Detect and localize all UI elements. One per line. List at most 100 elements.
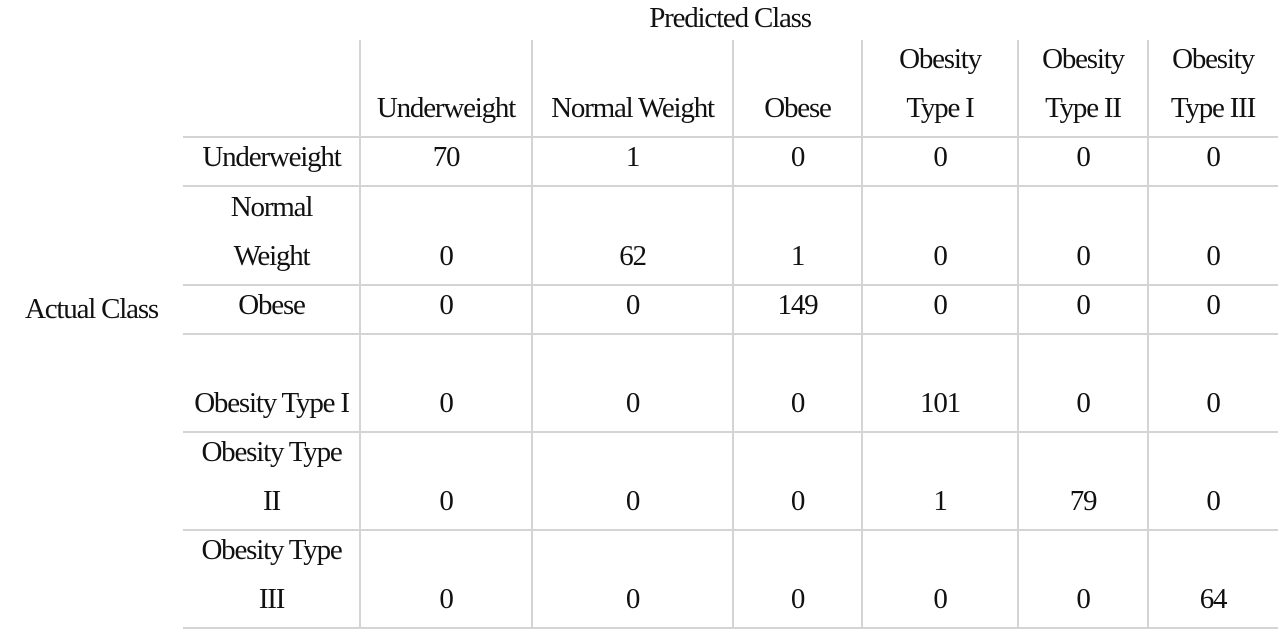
- grid-line-horizontal: [183, 333, 1278, 335]
- matrix-value: 0: [625, 583, 641, 615]
- matrix-value-cell: 0: [360, 334, 532, 432]
- row-header: Underweight: [202, 141, 341, 173]
- row-header-cell: Obese: [183, 285, 360, 334]
- column-header: Obesity Type III: [1170, 43, 1256, 124]
- grid-line-horizontal: [183, 431, 1278, 433]
- grid-line-horizontal: [183, 529, 1278, 531]
- matrix-value: 0: [1206, 289, 1221, 321]
- matrix-value: 0: [1206, 485, 1221, 517]
- matrix-value-cell: 0: [1018, 530, 1148, 628]
- matrix-value-cell: 0: [733, 432, 862, 530]
- column-header-cell: Obesity Type I: [862, 40, 1018, 137]
- row-header: Obesity Type III: [201, 534, 342, 615]
- matrix-value: 70: [432, 141, 461, 173]
- matrix-value: 0: [439, 583, 454, 615]
- matrix-value-cell: 0: [1018, 137, 1148, 186]
- matrix-value-cell: 0: [532, 285, 733, 334]
- matrix-value: 0: [1076, 240, 1091, 272]
- matrix-value-cell: 0: [360, 530, 532, 628]
- actual-class-label: Actual Class: [25, 293, 159, 325]
- matrix-value-cell: 1: [862, 432, 1018, 530]
- column-header: Obese: [764, 92, 832, 124]
- matrix-value: 0: [625, 387, 641, 419]
- matrix-value-cell: 0: [360, 186, 532, 285]
- matrix-value: 0: [1206, 240, 1221, 272]
- matrix-value: 1: [625, 141, 641, 173]
- matrix-value-cell: 0: [532, 530, 733, 628]
- matrix-value-cell: 0: [862, 186, 1018, 285]
- matrix-value-cell: 0: [733, 334, 862, 432]
- column-header-cell: Obesity Type II: [1018, 40, 1148, 137]
- matrix-value-cell: 0: [360, 285, 532, 334]
- matrix-value-cell: 1: [733, 186, 862, 285]
- matrix-value: 0: [790, 485, 806, 517]
- matrix-value: 0: [1206, 387, 1221, 419]
- matrix-value: 0: [439, 289, 454, 321]
- matrix-value: 0: [1076, 289, 1091, 321]
- matrix-value: 0: [933, 141, 948, 173]
- matrix-value: 149: [777, 289, 819, 321]
- matrix-value-cell: 0: [862, 285, 1018, 334]
- matrix-value-cell: 0: [360, 432, 532, 530]
- matrix-value-cell: 101: [862, 334, 1018, 432]
- matrix-value: 64: [1199, 583, 1228, 615]
- matrix-value: 0: [790, 387, 806, 419]
- row-header-cell: Obesity Type I: [183, 334, 360, 432]
- matrix-value: 0: [790, 583, 806, 615]
- matrix-value: 0: [933, 289, 948, 321]
- matrix-value-cell: 0: [1018, 285, 1148, 334]
- grid-line-horizontal: [183, 284, 1278, 286]
- column-header: Normal Weight: [551, 92, 715, 124]
- column-header-cell: Obesity Type III: [1148, 40, 1278, 137]
- matrix-value: 1: [790, 240, 806, 272]
- grid-line-horizontal: [183, 185, 1278, 187]
- matrix-value-cell: 70: [360, 137, 532, 186]
- matrix-value: 101: [920, 387, 961, 419]
- matrix-value: 0: [790, 141, 806, 173]
- matrix-value-cell: 0: [733, 137, 862, 186]
- matrix-value-cell: 0: [862, 137, 1018, 186]
- matrix-value: 0: [1076, 583, 1091, 615]
- matrix-value-cell: 0: [1148, 186, 1278, 285]
- matrix-value-cell: 0: [862, 530, 1018, 628]
- matrix-value: 0: [439, 387, 454, 419]
- matrix-value: 0: [439, 485, 454, 517]
- matrix-value: 0: [933, 240, 948, 272]
- matrix-value-cell: 79: [1018, 432, 1148, 530]
- matrix-value-cell: 0: [1148, 432, 1278, 530]
- matrix-value-cell: 0: [1018, 334, 1148, 432]
- matrix-value: 79: [1069, 485, 1098, 517]
- predicted-class-label: Predicted Class: [649, 2, 812, 34]
- matrix-value-cell: 64: [1148, 530, 1278, 628]
- matrix-value: 0: [1206, 141, 1221, 173]
- matrix-value: 0: [625, 485, 641, 517]
- matrix-value: 0: [933, 583, 948, 615]
- matrix-value-cell: 62: [532, 186, 733, 285]
- column-header: Obesity Type II: [1042, 43, 1125, 124]
- matrix-value-cell: 0: [1148, 285, 1278, 334]
- row-header: Obesity Type I: [194, 387, 350, 419]
- matrix-value: 0: [1076, 387, 1091, 419]
- column-header-cell: Normal Weight: [532, 40, 733, 137]
- row-header-cell: Normal Weight: [183, 186, 360, 285]
- matrix-value-cell: 149: [733, 285, 862, 334]
- matrix-value-cell: 0: [1148, 137, 1278, 186]
- matrix-value-cell: 0: [1148, 334, 1278, 432]
- column-header: Obesity Type I: [899, 43, 982, 124]
- row-header-cell: Obesity Type II: [183, 432, 360, 530]
- row-header: Obese: [238, 289, 306, 321]
- row-header: Normal Weight: [230, 191, 314, 272]
- grid-line-horizontal: [183, 136, 1278, 138]
- matrix-value: 0: [439, 240, 454, 272]
- row-header: Obesity Type II: [201, 436, 342, 517]
- column-header: Underweight: [376, 92, 516, 124]
- matrix-value: 62: [619, 240, 647, 272]
- grid-line-horizontal: [183, 627, 1278, 629]
- matrix-value-cell: 0: [1018, 186, 1148, 285]
- matrix-value: 1: [933, 485, 948, 517]
- row-header-cell: Obesity Type III: [183, 530, 360, 628]
- matrix-value-cell: 1: [532, 137, 733, 186]
- column-header-cell: Obese: [733, 40, 862, 137]
- matrix-value-cell: 0: [532, 334, 733, 432]
